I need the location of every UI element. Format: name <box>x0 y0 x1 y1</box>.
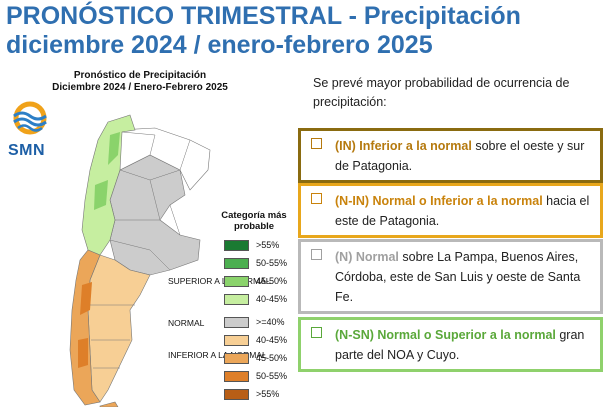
logo-text: SMN <box>8 142 46 159</box>
legend-swatch <box>224 353 249 364</box>
legend-swatch <box>224 389 249 400</box>
legend-swatch <box>224 371 249 382</box>
legend-item: 45-50% <box>224 275 314 288</box>
forecast-category: (N-SN) Normal o Superior a la normal <box>335 328 556 342</box>
map-title-line-2: Diciembre 2024 / Enero-Febrero 2025 <box>52 82 228 93</box>
legend-label: >55% <box>256 240 280 250</box>
forecast-box-inferior: (IN) Inferior a la normal sobre el oeste… <box>298 128 603 183</box>
legend-label: 45-50% <box>256 353 288 363</box>
legend-label: 50-55% <box>256 371 288 381</box>
legend-item: >55% <box>224 239 314 252</box>
legend-label: >55% <box>256 389 280 399</box>
legend-swatch <box>224 335 249 346</box>
legend-swatch <box>224 258 249 269</box>
region-tierra-del-fuego <box>99 401 119 407</box>
map-title: Pronóstico de Precipitación Diciembre 20… <box>40 70 240 94</box>
legend-swatch <box>224 240 249 251</box>
argentina-forecast-map <box>69 114 211 407</box>
legend-swatch <box>224 317 249 328</box>
forecast-intro: Se prevé mayor probabilidad de ocurrenci… <box>313 76 570 109</box>
legend-label: 40-45% <box>256 335 288 345</box>
legend-group-superior: SUPERIOR A LA NORMAL <box>168 276 271 286</box>
legend-group-normal: NORMAL <box>168 318 205 328</box>
legend-item: >55% <box>224 388 314 401</box>
forecast-text: hacia el este de Patagonia. <box>335 194 590 228</box>
title-line-1: PRONÓSTICO TRIMESTRAL - Precipitación <box>6 2 521 30</box>
forecast-text: sobre el oeste y sur de Patagonia. <box>335 139 585 173</box>
forecast-text: sobre La Pampa, Buenos Aires, Córdoba, e… <box>335 250 581 304</box>
legend-item: 40-45% <box>224 334 314 347</box>
forecast-category: (N) Normal <box>335 250 399 264</box>
region-normal-inferior <box>87 254 151 403</box>
legend-item: 50-55% <box>224 370 314 383</box>
forecast-box-normal: (N) Normal sobre La Pampa, Buenos Aires,… <box>298 239 603 314</box>
region-no-signal <box>119 127 211 191</box>
legend-swatch <box>224 294 249 305</box>
legend-item: >=40% <box>224 316 314 329</box>
smn-logo-icon <box>13 101 47 135</box>
legend-group-inferior: INFERIOR A LA NORMAL <box>168 350 267 360</box>
map-title-line-1: Pronóstico de Precipitación <box>73 70 207 81</box>
legend-item: 45-50% <box>224 352 314 365</box>
page-title: PRONÓSTICO TRIMESTRAL - Precipitación di… <box>6 2 606 60</box>
legend-swatch <box>224 276 249 287</box>
checkbox-icon <box>311 193 322 204</box>
legend-title: Categoría más probable <box>221 210 287 232</box>
forecast-category: (N-IN) Normal o Inferior a la normal <box>335 194 543 208</box>
legend-item: 50-55% <box>224 257 314 270</box>
title-line-2: diciembre 2024 / enero-febrero 2025 <box>6 31 433 59</box>
legend-label: >=40% <box>256 317 285 327</box>
checkbox-icon <box>311 138 322 149</box>
legend-label: 50-55% <box>256 258 288 268</box>
legend-label: 45-50% <box>256 276 288 286</box>
forecast-category: (IN) Inferior a la normal <box>335 139 472 153</box>
forecast-box-normal-inferior: (N-IN) Normal o Inferior a la normal hac… <box>298 183 603 238</box>
checkbox-icon <box>311 249 322 260</box>
forecast-box-normal-superior: (N-SN) Normal o Superior a la normal gra… <box>298 317 603 372</box>
legend-label: 40-45% <box>256 294 288 304</box>
legend-item: 40-45% <box>224 293 314 306</box>
forecast-text: gran parte del NOA y Cuyo. <box>335 328 585 362</box>
checkbox-icon <box>311 327 322 338</box>
